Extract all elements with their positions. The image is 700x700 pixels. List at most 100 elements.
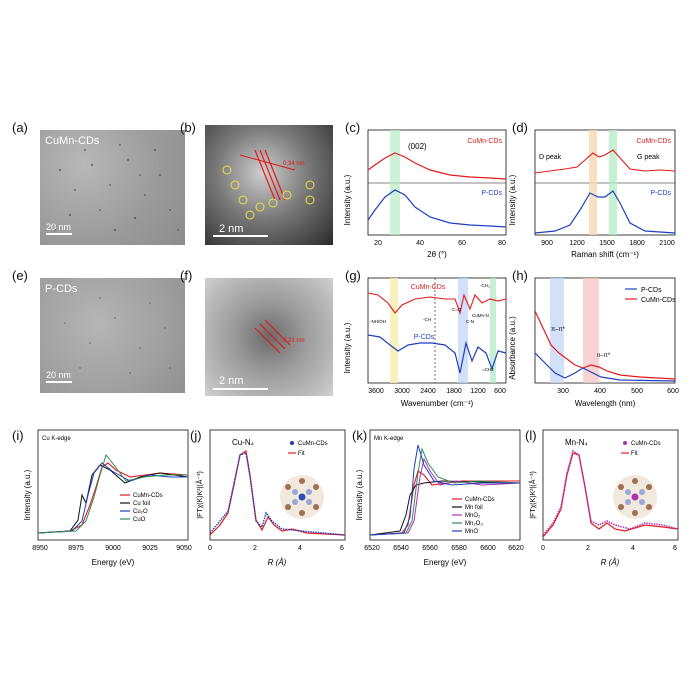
xtick-g-3: 1800 [446, 388, 462, 395]
series-mn2o3-k [369, 447, 521, 536]
xtick-l-0: 0 [541, 545, 545, 552]
chart-j: |FTχ(K)K²|(Å⁻³) Cu-N₄ CuMn-CDs Fit 0 2 4… [195, 429, 346, 567]
scale-bar-f [213, 388, 268, 390]
highlight-h-1 [550, 278, 564, 383]
lattice-spacing-b: 0.34 nm [283, 161, 305, 167]
plot-frame-g [367, 277, 507, 384]
xtick-k-1: 6540 [393, 545, 409, 552]
highlight-c [390, 130, 400, 235]
highlight-d-2 [609, 130, 617, 235]
series-mnfoil-k [369, 480, 521, 536]
legend-h-1: CuMn-CDs [641, 297, 676, 304]
legend-j-1: Fit [298, 451, 305, 457]
xtick-i-0: 8950 [32, 545, 48, 552]
xtick-d-3: 1800 [629, 240, 645, 247]
legend-bottom-d: P-CDs [650, 190, 671, 197]
ylabel-l: |FTχ(K)K²|(Å⁻³) [528, 471, 537, 519]
series-p-g [367, 334, 507, 374]
legend-k-1: Mn foil [465, 505, 483, 511]
plot-frame-h [534, 277, 676, 384]
series-cumn-g [367, 292, 507, 315]
legend-k-2: MnO₂ [465, 513, 481, 519]
plot-frame-d [534, 129, 676, 236]
legend-marker-l-0 [623, 441, 627, 445]
d-peak-label: D peak [539, 154, 562, 161]
peak-label-c: (002) [408, 142, 427, 151]
xtick-k-0: 6520 [364, 545, 380, 552]
xtick-d-4: 2100 [659, 240, 675, 247]
annot-co-g: C=O [452, 307, 462, 312]
xtick-j-2: 4 [298, 545, 302, 552]
chart-c: Intensity (a.u.) (002) CuMn-CDs P-CDs 20… [343, 129, 507, 259]
highlight-g-1 [390, 278, 398, 383]
legend-top-c: CuMn-CDs [467, 138, 502, 145]
xtick-l-2: 4 [631, 545, 635, 552]
highlight-h-2 [583, 278, 599, 383]
xtick-d-2: 1500 [599, 240, 615, 247]
legend-i-1: Cu foil [133, 501, 150, 507]
xtick-g-1: 3000 [394, 388, 410, 395]
ylabel-i: Intensity (a.u.) [23, 469, 32, 520]
series-cumn-c [367, 152, 507, 180]
chart-k: Intensity (a.u.) Mn K-edge CuMn-CDs Mn f… [355, 429, 524, 567]
xtick-l-3: 6 [673, 545, 677, 552]
panel-letter-j: (j) [190, 428, 202, 443]
annot-cn-g: C-N [466, 319, 474, 324]
legend-bottom-c: P-CDs [481, 190, 502, 197]
legend-bottom-g: P-CDs [414, 334, 435, 341]
legend-j-0: CuMn-CDs [298, 441, 328, 447]
xtick-g-0: 3600 [368, 388, 384, 395]
xtick-c-0: 20 [374, 240, 382, 247]
xtick-k-2: 6560 [422, 545, 438, 552]
series-cumn-d [534, 149, 676, 174]
xlabel-k: Energy (eV) [424, 558, 467, 567]
panel-letter-c: (c) [345, 120, 361, 135]
panel-letter-d: (d) [512, 120, 528, 135]
series-data-l [542, 449, 679, 536]
legend-k-4: MnO [465, 529, 478, 535]
ylabel-j: |FTχ(K)K²|(Å⁻³) [195, 471, 204, 519]
highlight-d-1 [589, 130, 597, 235]
legend-i-0: CuMn-CDs [133, 493, 163, 499]
xtick-j-1: 2 [253, 545, 257, 552]
panel-letter-i: (i) [12, 428, 24, 443]
annot-npi-h: n–π* [597, 353, 611, 359]
ylabel-h: Absorbance (a.u.) [508, 316, 517, 380]
xlabel-h: Wavelength (nm) [575, 399, 636, 408]
scale-text-a: 20 nm [46, 222, 72, 232]
scale-text-e: 20 nm [46, 370, 72, 380]
panel-letter-g: (g) [345, 268, 361, 283]
chart-i: Intensity (a.u.) Cu K-edge CuMn-CDs Cu f… [23, 429, 192, 567]
legend-k-3: Mn₂O₃ [465, 521, 483, 527]
tem-image-a: CuMn-CDs 20 nm [40, 130, 185, 245]
title-i: Cu K-edge [42, 436, 71, 442]
xtick-c-3: 80 [498, 240, 506, 247]
xtick-c-1: 40 [416, 240, 424, 247]
tem-dots-e [64, 297, 171, 374]
xlabel-j: R (Å) [268, 558, 287, 567]
annot-ch-g: -CH [423, 317, 431, 322]
annot-ch2-g: =CH2 [482, 367, 494, 372]
series-mno2-k [369, 457, 521, 536]
xtick-k-5: 6620 [508, 545, 524, 552]
xtick-j-0: 0 [208, 545, 212, 552]
highlight-g-3 [490, 278, 496, 383]
xtick-g-4: 1200 [470, 388, 486, 395]
series-cuo-i [37, 453, 188, 534]
ylabel-d: Intensity (a.u.) [508, 174, 517, 225]
xtick-h-1: 400 [594, 388, 606, 395]
title-k: Mn K-edge [374, 436, 404, 442]
hrtem-image-f: 0.21 nm 2 nm [205, 278, 333, 396]
series-mno-k [369, 444, 520, 536]
plot-frame-l [542, 429, 679, 541]
xlabel-l: R (Å) [601, 558, 620, 567]
molecule-icon-j [280, 475, 324, 519]
xlabel-d: Raman shift (cm⁻¹) [571, 250, 639, 259]
panel-letter-b: (b) [180, 120, 196, 135]
panel-letter-f: (f) [180, 268, 193, 283]
xtick-i-2: 9000 [105, 545, 121, 552]
xtick-d-0: 900 [541, 240, 553, 247]
plot-frame-i [37, 429, 189, 541]
series-p-d [534, 190, 676, 234]
hrtem-image-b: 0.34 nm 2 nm [205, 125, 333, 245]
